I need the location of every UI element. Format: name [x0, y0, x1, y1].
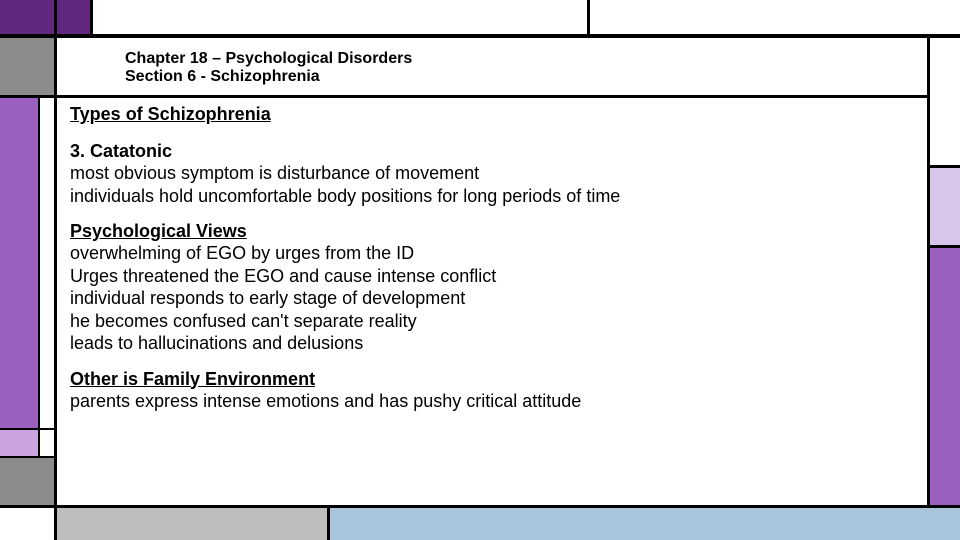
psych-block: Psychological Views overwhelming of EGO …: [70, 221, 920, 355]
deco-right-purple: [930, 248, 960, 508]
catatonic-block: 3. Catatonic most obvious symptom is dis…: [70, 141, 920, 207]
deco-right-lavender: [930, 168, 960, 248]
main-heading: Types of Schizophrenia: [70, 104, 920, 125]
catatonic-line1: most obvious symptom is disturbance of m…: [70, 162, 920, 185]
deco-hline-1: [0, 34, 960, 38]
deco-top-white-gap: [90, 0, 590, 34]
deco-vline-right: [927, 38, 930, 508]
psych-heading: Psychological Views: [70, 221, 920, 242]
family-block: Other is Family Environment parents expr…: [70, 369, 920, 413]
psych-line2: Urges threatened the EGO and cause inten…: [70, 265, 920, 288]
deco-left-gray-top: [0, 38, 54, 95]
psych-line5: leads to hallucinations and delusions: [70, 332, 920, 355]
deco-hline-right-1: [930, 165, 960, 168]
family-line1: parents express intense emotions and has…: [70, 390, 920, 413]
deco-left-lavender: [0, 428, 38, 458]
deco-hline-left-mid: [0, 428, 54, 430]
deco-hline-right-2: [930, 245, 960, 248]
deco-vline-left-1: [54, 0, 57, 540]
deco-vline-top-mid: [587, 0, 590, 34]
deco-left-purple-tall: [0, 98, 38, 428]
catatonic-heading: 3. Catatonic: [70, 141, 920, 162]
deco-left-gray-bottom: [0, 458, 54, 508]
psych-line3: individual responds to early stage of de…: [70, 287, 920, 310]
slide-content: Chapter 18 – Psychological Disorders Sec…: [70, 50, 920, 426]
family-heading: Other is Family Environment: [70, 369, 920, 390]
psych-line4: he becomes confused can't separate reali…: [70, 310, 920, 333]
deco-left-white-bottom: [0, 508, 54, 540]
deco-bottom-blue: [330, 508, 960, 540]
deco-right-white-top: [930, 38, 960, 168]
deco-vline-left-2: [38, 98, 40, 458]
deco-hline-left-mid2: [0, 456, 54, 458]
section-title: Section 6 - Schizophrenia: [125, 68, 920, 86]
deco-vline-bottom: [327, 508, 330, 540]
deco-top-right-white: [590, 0, 960, 34]
chapter-title: Chapter 18 – Psychological Disorders: [125, 50, 920, 68]
psych-line1: overwhelming of EGO by urges from the ID: [70, 242, 920, 265]
deco-bottom-gray: [57, 508, 327, 540]
catatonic-line2: individuals hold uncomfortable body posi…: [70, 185, 920, 208]
